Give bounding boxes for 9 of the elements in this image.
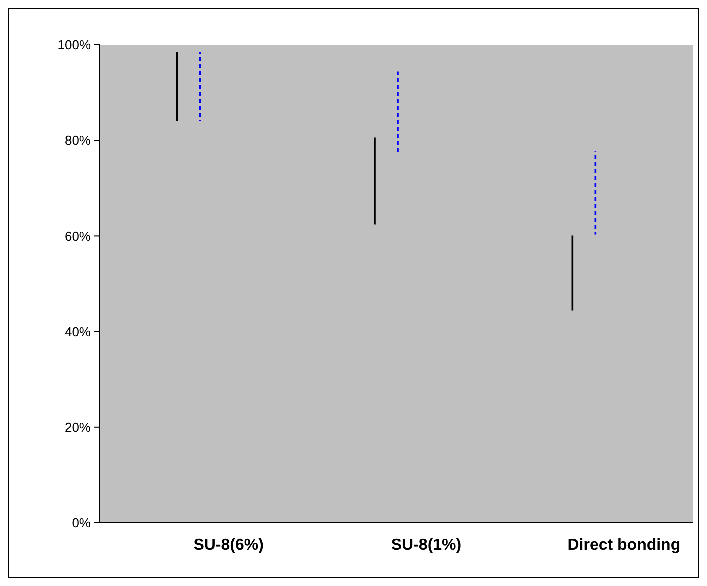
y-tick-label: 20% [64,420,92,435]
y-tick-label: 60% [64,228,92,244]
y-tick-label: 100% [58,38,92,53]
x-tick-label: Direct bonding [568,537,681,554]
x-tick-label: SU-8(1%) [391,537,462,554]
x-tick-label: SU-8(6%) [194,537,264,554]
y-tick-label: 40% [64,324,92,340]
y-tick-label: 80% [64,133,92,148]
y-tick-label: 0% [72,516,92,531]
